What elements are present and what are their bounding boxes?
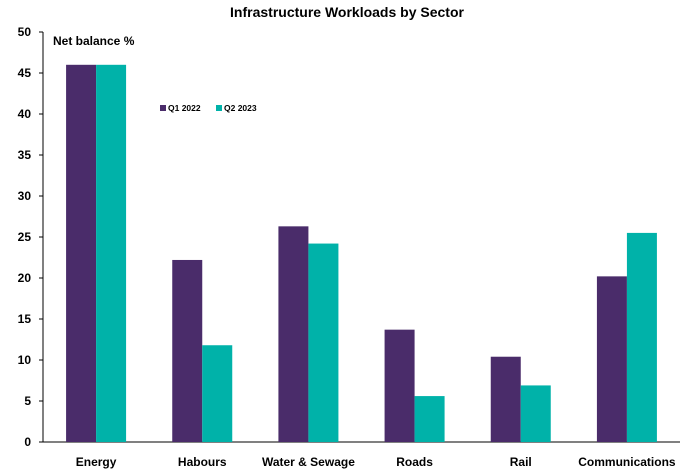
bar-q1-2022 (278, 226, 309, 442)
bar-q1-2022 (384, 329, 415, 442)
y-tick-label: 40 (18, 107, 32, 121)
legend: Q1 2022 Q2 2023 (160, 103, 257, 113)
y-tick-label: 50 (18, 25, 32, 39)
bar-q2-2023 (96, 64, 127, 443)
x-category-label: Habours (178, 455, 227, 469)
bar-q1-2022 (490, 356, 521, 442)
y-ticks: 0 5 10 15 20 25 30 35 40 45 50 (18, 25, 43, 449)
legend-label: Q1 2022 (168, 103, 201, 113)
category-labels: Energy Habours Water & Sewage Roads Rail Comm… (76, 455, 676, 469)
legend-swatch (216, 105, 222, 111)
bar-q2-2023 (520, 385, 551, 442)
x-category-label: Communications (578, 455, 676, 469)
legend-label: Q2 2023 (224, 103, 257, 113)
bar-q2-2023 (308, 243, 339, 442)
bar-q1-2022 (66, 64, 97, 443)
y-tick-label: 20 (18, 271, 32, 285)
axes (42, 32, 680, 443)
chart-title: Infrastructure Workloads by Sector (230, 4, 464, 20)
x-category-label: Roads (396, 455, 433, 469)
x-category-label: Rail (510, 455, 532, 469)
legend-swatch (160, 105, 166, 111)
y-tick-label: 5 (24, 394, 31, 408)
y-tick-label: 15 (18, 312, 32, 326)
y-tick-label: 45 (18, 66, 32, 80)
bar-q1-2022 (596, 276, 627, 442)
y-tick-label: 25 (18, 230, 32, 244)
bar-q2-2023 (626, 232, 657, 442)
x-category-label: Water & Sewage (262, 455, 355, 469)
x-category-label: Energy (76, 455, 117, 469)
bar-q2-2023 (414, 396, 445, 442)
y-tick-label: 0 (24, 435, 31, 449)
y-axis-label: Net balance % (53, 34, 135, 48)
bars (66, 64, 657, 443)
y-tick-label: 30 (18, 189, 32, 203)
bar-q1-2022 (172, 259, 203, 442)
y-tick-label: 10 (18, 353, 32, 367)
bar-q2-2023 (202, 345, 233, 442)
y-tick-label: 35 (18, 148, 32, 162)
